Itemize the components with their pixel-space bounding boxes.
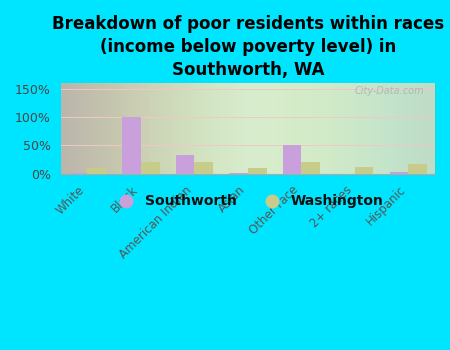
Bar: [68, 173, 87, 174]
Bar: [122, 117, 141, 174]
Legend: Southworth, Washington: Southworth, Washington: [106, 189, 390, 214]
Bar: [248, 168, 266, 174]
Bar: [176, 155, 194, 174]
Bar: [355, 167, 374, 174]
Bar: [194, 162, 213, 174]
Bar: [408, 164, 427, 174]
Title: Breakdown of poor residents within races
(income below poverty level) in
Southwo: Breakdown of poor residents within races…: [52, 15, 444, 79]
Bar: [87, 168, 106, 174]
Text: City-Data.com: City-Data.com: [354, 86, 424, 96]
Bar: [141, 162, 160, 174]
Bar: [302, 162, 320, 174]
Bar: [229, 173, 248, 174]
Bar: [283, 145, 302, 174]
Bar: [390, 172, 408, 174]
